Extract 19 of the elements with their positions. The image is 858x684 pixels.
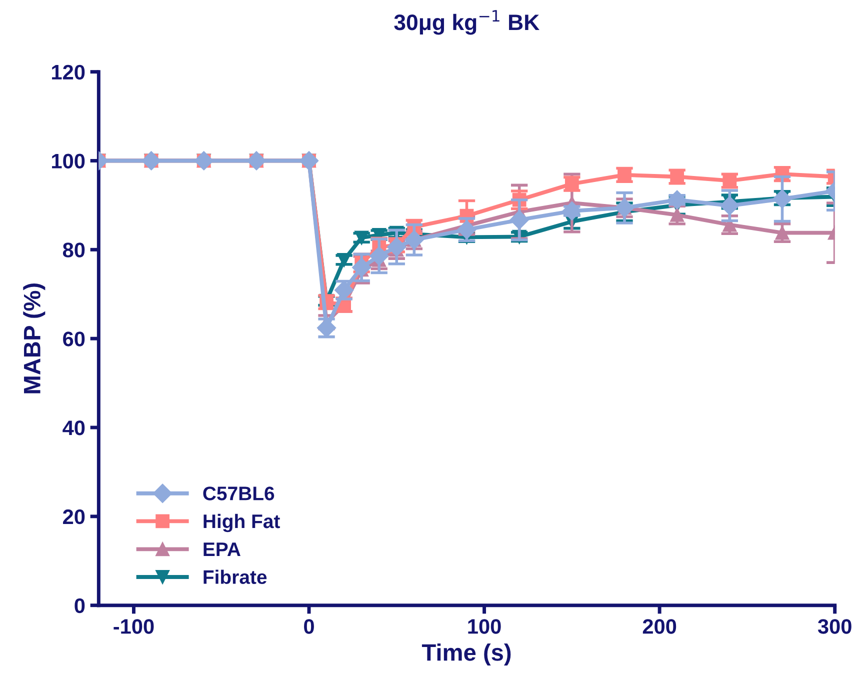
y-axis-title: MABP (%): [23, 284, 46, 394]
y-tick-label: 100: [52, 154, 85, 168]
x-tick-label: 0: [304, 619, 314, 634]
y-tick-label: 20: [63, 509, 85, 524]
y-tick-label: 80: [62, 242, 85, 258]
y-tick-label: 120: [52, 64, 85, 80]
x-tick-label: 200: [642, 619, 676, 634]
x-axis-title: Time (s): [422, 644, 511, 666]
x-tick-label: 100: [468, 619, 501, 634]
legend-label: EPA: [204, 542, 240, 556]
legend-label: High Fat: [204, 514, 280, 532]
y-tick-label: 0: [74, 598, 85, 614]
chart-title: 30μg kg$^{−1}$ BK: [394, 10, 540, 35]
y-tick-label: 40: [62, 420, 85, 436]
legend-label: C57BL6: [203, 486, 274, 500]
y-tick-label: 60: [63, 332, 85, 346]
x-tick-label: -100: [114, 619, 154, 634]
x-tick-label: 300: [818, 619, 852, 634]
legend-label: Fibrate: [204, 570, 267, 584]
